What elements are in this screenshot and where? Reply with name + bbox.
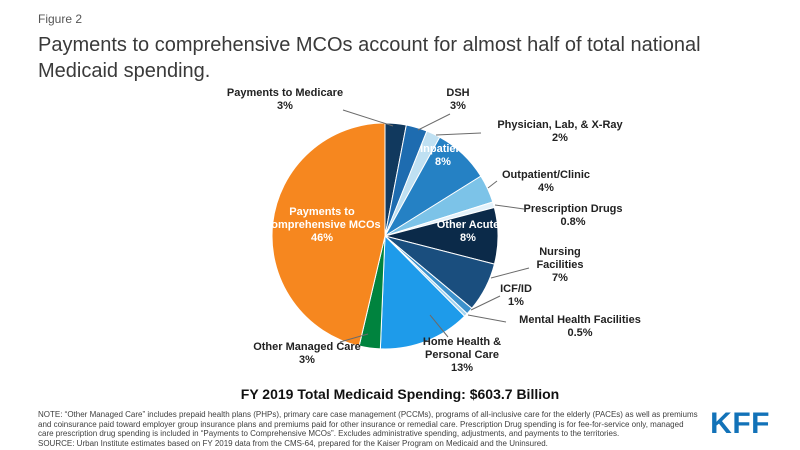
pie-label-home-health-personal-care: Home Health & Personal Care 13%	[414, 336, 510, 375]
pie-label-percent: 7%	[552, 272, 568, 285]
label-leader-line	[342, 109, 394, 127]
pie-label-physician-lab-x-ray: Physician, Lab, & X-Ray 2%	[480, 119, 640, 145]
pie-label-inpatient: Inpatient 8%	[403, 143, 483, 169]
pie-label-text: Payments to Comprehensive MCOs	[263, 206, 381, 232]
label-leader-line	[490, 267, 530, 279]
pie-label-percent: 8%	[435, 156, 451, 169]
pie-slice-payments-to-comprehensive-mcos	[271, 122, 386, 347]
label-leader-line	[494, 204, 525, 210]
pie-label-text: Mental Health Facilities	[519, 314, 641, 327]
pie-label-text: DSH	[446, 87, 470, 100]
pie-label-outpatient-clinic: Outpatient/Clinic 4%	[484, 169, 608, 195]
pie-label-text: Payments to Medicare	[226, 87, 344, 100]
label-leader-line	[429, 314, 449, 338]
note-text: NOTE: “Other Managed Care” includes prep…	[38, 410, 698, 439]
pie-label-payments-to-comprehensive-mcos: Payments to Comprehensive MCOs 46%	[256, 206, 388, 245]
pie-label-text: Inpatient	[420, 143, 466, 156]
pie-label-percent: 4%	[538, 182, 554, 195]
pie-label-icf-id: ICF/ID 1%	[486, 283, 546, 309]
footnotes: NOTE: “Other Managed Care” includes prep…	[38, 410, 698, 448]
pie-chart-svg	[271, 109, 530, 350]
pie-label-text: Prescription Drugs	[523, 203, 623, 216]
total-spending-caption: FY 2019 Total Medicaid Spending: $603.7 …	[240, 386, 560, 403]
pie-label-dsh: DSH 3%	[428, 87, 488, 113]
pie-label-other-acute: Other Acute 8%	[423, 219, 513, 245]
pie-label-text: Outpatient/Clinic	[502, 169, 590, 182]
pie-label-percent: 3%	[299, 354, 315, 367]
pie-label-percent: 1%	[508, 296, 524, 309]
label-leader-line	[467, 314, 507, 323]
pie-label-percent: 8%	[460, 232, 476, 245]
pie-label-text: Physician, Lab, & X-Ray	[497, 119, 623, 132]
footer: NOTE: “Other Managed Care” includes prep…	[38, 407, 770, 448]
pie-label-other-managed-care: Other Managed Care 3%	[241, 341, 373, 367]
pie-label-percent: 3%	[277, 100, 293, 113]
pie-label-percent: 46%	[310, 232, 334, 245]
pie-chart: Payments to Medicare 3% DSH 3% Physician, La…	[0, 84, 800, 384]
pie-label-text: Other Acute	[436, 219, 500, 232]
pie-label-text: Home Health & Personal Care	[422, 336, 502, 362]
label-leader-line	[417, 113, 451, 131]
source-text: SOURCE: Urban Institute estimates based …	[38, 438, 548, 448]
pie-label-nursing-facilities: Nursing Facilities 7%	[527, 246, 593, 285]
label-leader-line	[487, 180, 498, 189]
pie-label-percent: 2%	[552, 132, 568, 145]
figure-label: Figure 2	[38, 12, 83, 26]
pie-label-percent: 13%	[450, 362, 474, 375]
pie-label-payments-to-medicare: Payments to Medicare 3%	[210, 87, 360, 113]
pie-slice-home-health-personal-care	[379, 235, 466, 350]
pie-label-mental-health-facilities: Mental Health Facilities 0.5%	[500, 314, 660, 340]
pie-label-percent: 0.8%	[560, 216, 586, 229]
pie-label-prescription-drugs: Prescription Drugs 0.8%	[508, 203, 638, 229]
pie-label-text: ICF/ID	[500, 283, 532, 296]
page-title: Payments to comprehensive MCOs account f…	[38, 34, 701, 82]
kff-logo: KFF	[710, 407, 770, 441]
label-leader-line	[339, 333, 369, 343]
label-leader-line	[435, 132, 482, 136]
label-leader-line	[470, 295, 501, 311]
pie-label-text: Nursing Facilities	[536, 246, 584, 272]
pie-label-percent: 3%	[450, 100, 466, 113]
pie-label-text: Other Managed Care	[253, 341, 361, 354]
pie-label-percent: 0.5%	[567, 327, 593, 340]
